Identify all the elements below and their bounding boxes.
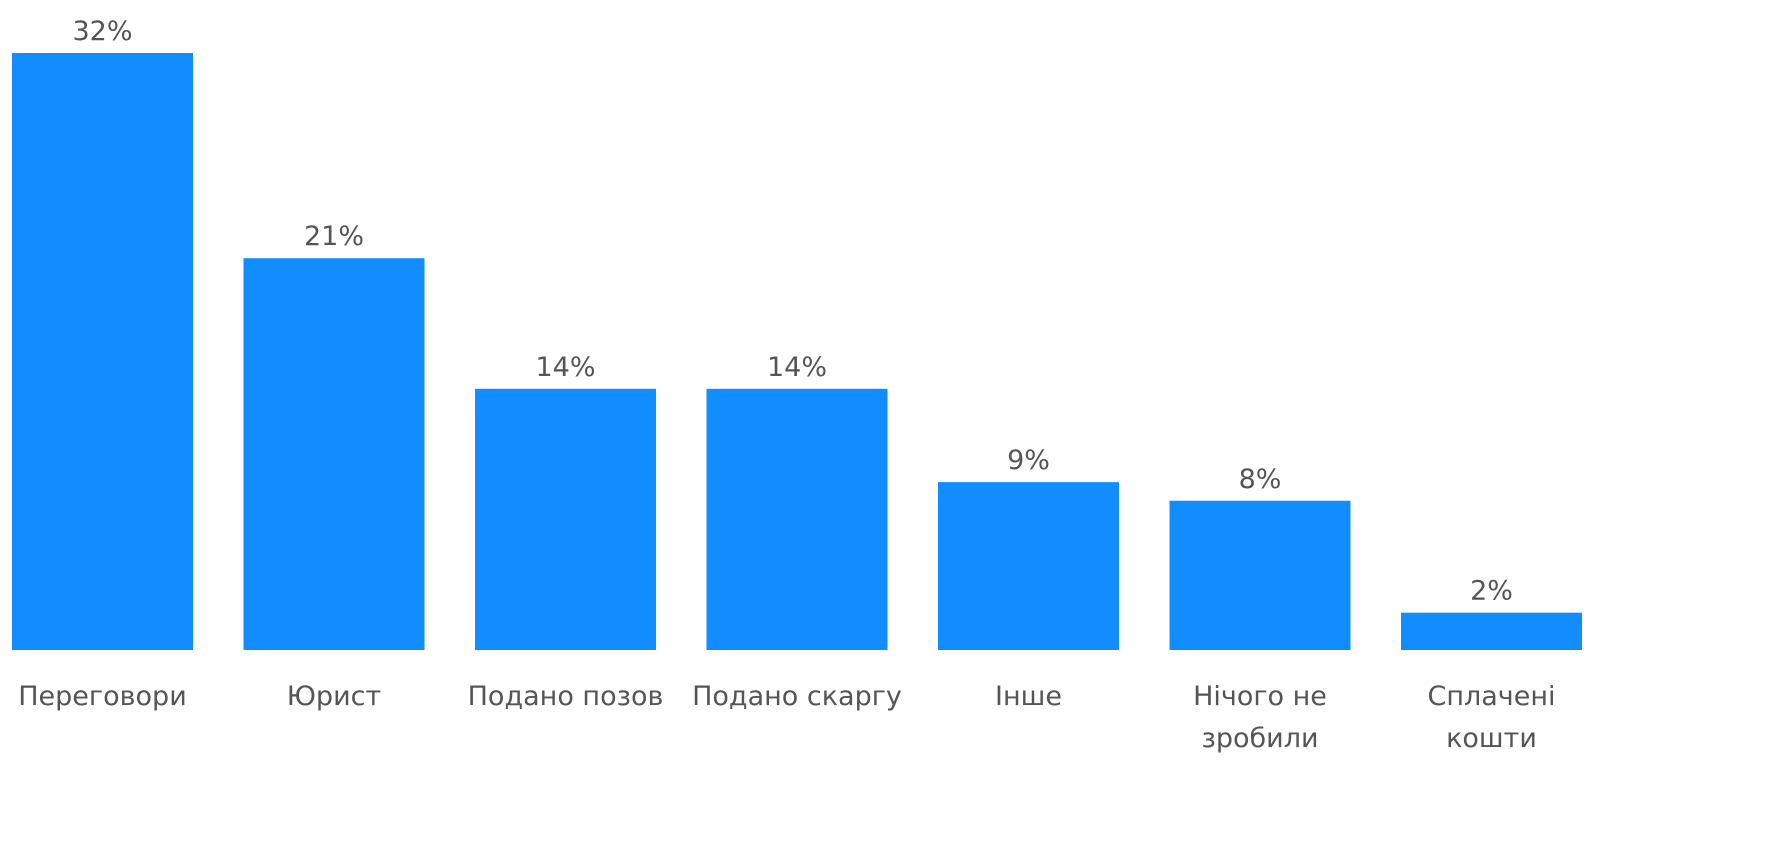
bar-3 bbox=[706, 388, 888, 650]
data-label-4: 9% bbox=[1007, 445, 1050, 476]
category-label-6: Сплачені кошти bbox=[1427, 681, 1555, 754]
bar-6 bbox=[1401, 612, 1582, 650]
category-label-5: Нічого не зробили bbox=[1193, 681, 1327, 754]
category-label-line: Переговори bbox=[18, 681, 187, 712]
data-label-1: 21% bbox=[304, 221, 364, 252]
category-label-line: Сплачені bbox=[1427, 681, 1555, 712]
category-label-line: Юрист bbox=[287, 681, 381, 712]
category-label-1: Юрист bbox=[287, 681, 381, 712]
category-label-line: Подано скаргу bbox=[692, 681, 902, 712]
category-label-2: Подано позов bbox=[468, 681, 664, 712]
category-label-line: зробили bbox=[1201, 723, 1318, 754]
category-label-line: Подано позов bbox=[468, 681, 664, 712]
bar-5 bbox=[1169, 500, 1351, 650]
category-label-4: Інше bbox=[995, 681, 1062, 712]
data-label-5: 8% bbox=[1239, 464, 1282, 495]
data-label-3: 14% bbox=[767, 352, 827, 383]
data-label-6: 2% bbox=[1470, 576, 1513, 607]
category-label-line: Нічого не bbox=[1193, 681, 1327, 712]
category-label-line: кошти bbox=[1446, 723, 1537, 754]
bar-0 bbox=[12, 53, 193, 650]
bar-2 bbox=[475, 388, 656, 650]
bar-4 bbox=[938, 482, 1119, 650]
data-label-0: 32% bbox=[72, 16, 132, 47]
category-label-3: Подано скаргу bbox=[692, 681, 902, 712]
data-label-2: 14% bbox=[535, 352, 595, 383]
category-label-0: Переговори bbox=[18, 681, 187, 712]
bar-1 bbox=[243, 258, 425, 650]
category-label-line: Інше bbox=[995, 681, 1062, 712]
